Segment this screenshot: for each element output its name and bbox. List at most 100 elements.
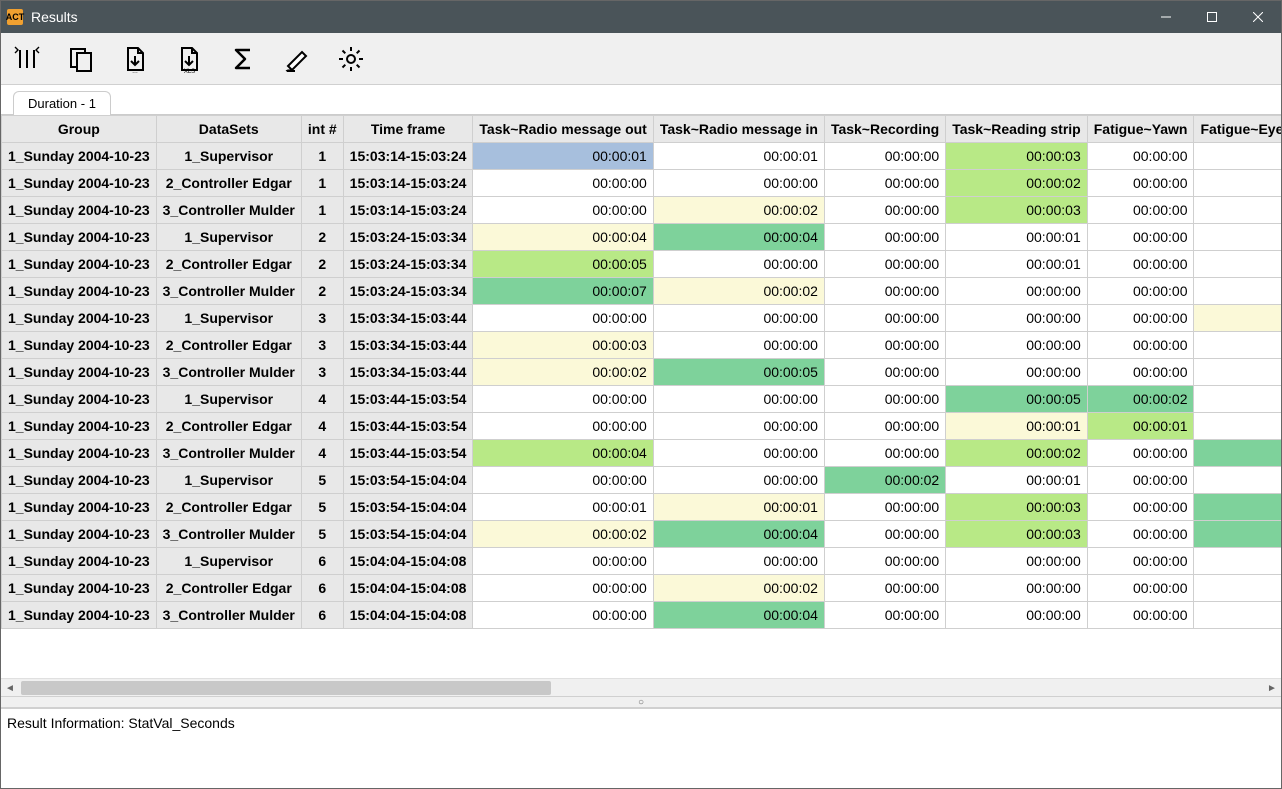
- data-cell[interactable]: 00:00:01: [653, 143, 824, 170]
- row-header-cell[interactable]: 1_Sunday 2004-10-23: [2, 224, 157, 251]
- data-cell[interactable]: 00:00:00: [1087, 494, 1194, 521]
- column-header[interactable]: Time frame: [343, 116, 473, 143]
- data-cell[interactable]: [1194, 521, 1281, 548]
- data-cell[interactable]: [1194, 251, 1281, 278]
- data-cell[interactable]: 00:00:01: [473, 143, 653, 170]
- data-cell[interactable]: 00:00:00: [824, 170, 945, 197]
- table-row[interactable]: 1_Sunday 2004-10-232_Controller Edgar315…: [2, 332, 1282, 359]
- copy-button[interactable]: [63, 41, 99, 77]
- data-cell[interactable]: 00:00:00: [824, 197, 945, 224]
- data-cell[interactable]: [1194, 170, 1281, 197]
- row-header-cell[interactable]: 15:03:54-15:04:04: [343, 521, 473, 548]
- table-row[interactable]: 1_Sunday 2004-10-232_Controller Edgar615…: [2, 575, 1282, 602]
- data-cell[interactable]: [1194, 467, 1281, 494]
- row-header-cell[interactable]: 1_Sunday 2004-10-23: [2, 467, 157, 494]
- data-cell[interactable]: 00:00:00: [946, 332, 1088, 359]
- row-header-cell[interactable]: 1_Sunday 2004-10-23: [2, 413, 157, 440]
- row-header-cell[interactable]: 15:04:04-15:04:08: [343, 548, 473, 575]
- data-cell[interactable]: 00:00:00: [1087, 170, 1194, 197]
- row-header-cell[interactable]: 15:03:24-15:03:34: [343, 278, 473, 305]
- data-cell[interactable]: 00:00:00: [946, 548, 1088, 575]
- data-cell[interactable]: 00:00:00: [473, 386, 653, 413]
- table-row[interactable]: 1_Sunday 2004-10-232_Controller Edgar215…: [2, 251, 1282, 278]
- data-cell[interactable]: 00:00:00: [824, 332, 945, 359]
- settings-button[interactable]: [333, 41, 369, 77]
- row-header-cell[interactable]: 2: [301, 251, 343, 278]
- data-cell[interactable]: [1194, 332, 1281, 359]
- row-header-cell[interactable]: 2: [301, 278, 343, 305]
- column-header[interactable]: DataSets: [156, 116, 301, 143]
- data-cell[interactable]: 00:00:00: [824, 575, 945, 602]
- table-row[interactable]: 1_Sunday 2004-10-232_Controller Edgar115…: [2, 170, 1282, 197]
- row-header-cell[interactable]: 2_Controller Edgar: [156, 494, 301, 521]
- data-cell[interactable]: 00:00:03: [946, 143, 1088, 170]
- table-row[interactable]: 1_Sunday 2004-10-233_Controller Mulder31…: [2, 359, 1282, 386]
- data-cell[interactable]: 00:00:01: [1087, 413, 1194, 440]
- row-header-cell[interactable]: 15:03:44-15:03:54: [343, 440, 473, 467]
- row-header-cell[interactable]: 15:03:54-15:04:04: [343, 467, 473, 494]
- data-cell[interactable]: 00:00:01: [946, 251, 1088, 278]
- data-cell[interactable]: 00:00:00: [824, 521, 945, 548]
- row-header-cell[interactable]: 15:03:44-15:03:54: [343, 413, 473, 440]
- data-cell[interactable]: 00:00:00: [473, 575, 653, 602]
- close-button[interactable]: [1235, 1, 1281, 33]
- row-header-cell[interactable]: 15:03:14-15:03:24: [343, 197, 473, 224]
- data-cell[interactable]: 00:00:00: [824, 251, 945, 278]
- table-row[interactable]: 1_Sunday 2004-10-233_Controller Mulder11…: [2, 197, 1282, 224]
- table-row[interactable]: 1_Sunday 2004-10-231_Supervisor415:03:44…: [2, 386, 1282, 413]
- row-header-cell[interactable]: 2_Controller Edgar: [156, 170, 301, 197]
- data-cell[interactable]: 00:00:00: [1087, 332, 1194, 359]
- data-cell[interactable]: 00:00:07: [473, 278, 653, 305]
- row-header-cell[interactable]: 1: [301, 170, 343, 197]
- data-cell[interactable]: 00:00:01: [653, 494, 824, 521]
- data-cell[interactable]: [1194, 224, 1281, 251]
- column-header[interactable]: Task~Radio message out: [473, 116, 653, 143]
- row-header-cell[interactable]: 2_Controller Edgar: [156, 413, 301, 440]
- tab-duration[interactable]: Duration - 1: [13, 91, 111, 115]
- data-cell[interactable]: 00:00:00: [473, 305, 653, 332]
- data-cell[interactable]: 00:00:04: [653, 224, 824, 251]
- export-file-button[interactable]: …: [117, 41, 153, 77]
- column-header[interactable]: Task~Radio message in: [653, 116, 824, 143]
- data-cell[interactable]: 00:00:01: [946, 413, 1088, 440]
- row-header-cell[interactable]: 3_Controller Mulder: [156, 602, 301, 629]
- data-cell[interactable]: 00:00:00: [473, 170, 653, 197]
- table-row[interactable]: 1_Sunday 2004-10-233_Controller Mulder21…: [2, 278, 1282, 305]
- data-cell[interactable]: 00:00:03: [946, 521, 1088, 548]
- data-cell[interactable]: [1194, 494, 1281, 521]
- data-cell[interactable]: 00:00:00: [653, 386, 824, 413]
- data-cell[interactable]: 00:00:00: [1087, 548, 1194, 575]
- row-header-cell[interactable]: 1_Supervisor: [156, 143, 301, 170]
- data-cell[interactable]: 00:00:00: [653, 305, 824, 332]
- data-cell[interactable]: 00:00:00: [1087, 251, 1194, 278]
- data-cell[interactable]: 00:00:05: [946, 386, 1088, 413]
- data-cell[interactable]: 00:00:03: [473, 332, 653, 359]
- row-header-cell[interactable]: 3_Controller Mulder: [156, 278, 301, 305]
- row-header-cell[interactable]: 2_Controller Edgar: [156, 332, 301, 359]
- data-cell[interactable]: 00:00:00: [1087, 197, 1194, 224]
- row-header-cell[interactable]: 1_Sunday 2004-10-23: [2, 143, 157, 170]
- row-header-cell[interactable]: 15:03:14-15:03:24: [343, 143, 473, 170]
- data-cell[interactable]: 00:00:00: [1087, 305, 1194, 332]
- data-cell[interactable]: [1194, 278, 1281, 305]
- data-cell[interactable]: 00:00:00: [1087, 521, 1194, 548]
- data-cell[interactable]: 00:00:02: [473, 359, 653, 386]
- row-header-cell[interactable]: 15:03:54-15:04:04: [343, 494, 473, 521]
- horizontal-scrollbar[interactable]: ◄ ►: [1, 678, 1281, 696]
- table-row[interactable]: 1_Sunday 2004-10-231_Supervisor315:03:34…: [2, 305, 1282, 332]
- data-cell[interactable]: 00:00:00: [473, 467, 653, 494]
- data-cell[interactable]: 00:00:04: [653, 521, 824, 548]
- data-cell[interactable]: [1194, 413, 1281, 440]
- column-header[interactable]: Task~Reading strip: [946, 116, 1088, 143]
- data-cell[interactable]: 00:00:00: [1087, 278, 1194, 305]
- data-cell[interactable]: 00:00:00: [473, 602, 653, 629]
- results-table-scroll[interactable]: GroupDataSetsint #Time frameTask~Radio m…: [1, 115, 1281, 678]
- data-cell[interactable]: 00:00:00: [946, 359, 1088, 386]
- table-row[interactable]: 1_Sunday 2004-10-231_Supervisor215:03:24…: [2, 224, 1282, 251]
- data-cell[interactable]: 00:00:00: [653, 251, 824, 278]
- data-cell[interactable]: 00:00:00: [824, 278, 945, 305]
- data-cell[interactable]: [1194, 548, 1281, 575]
- row-header-cell[interactable]: 3_Controller Mulder: [156, 359, 301, 386]
- export-xls-button[interactable]: XLS: [171, 41, 207, 77]
- data-cell[interactable]: [1194, 359, 1281, 386]
